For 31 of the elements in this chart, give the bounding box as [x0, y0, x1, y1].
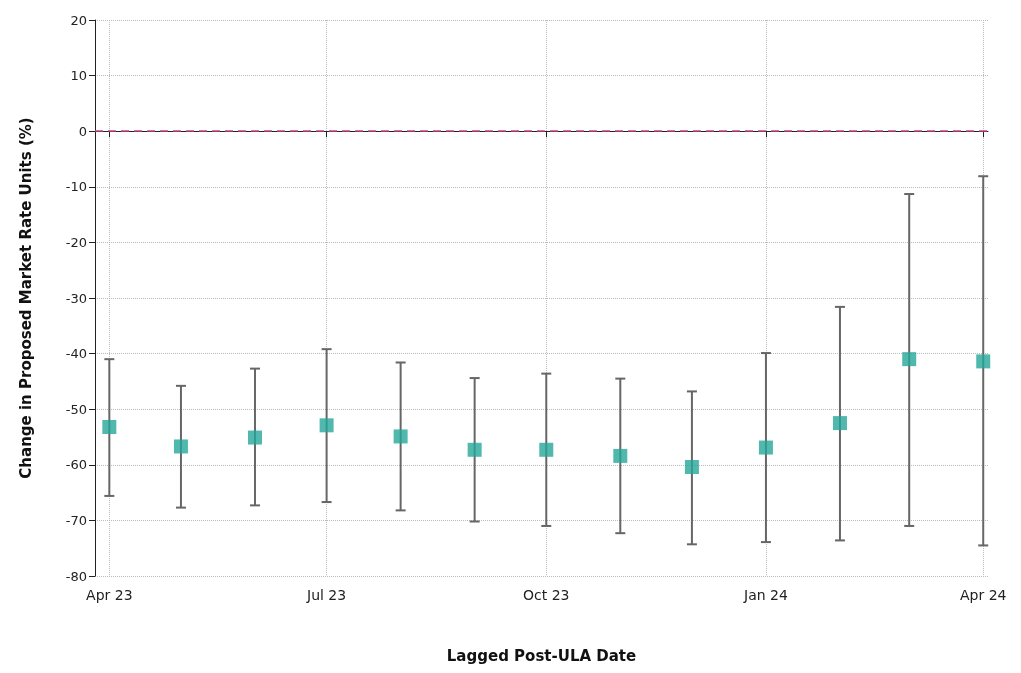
- y-tick-label: -20: [65, 234, 87, 250]
- y-tick-label: 20: [70, 12, 87, 28]
- point: [102, 419, 117, 434]
- x-axis-title: Lagged Post-ULA Date: [446, 646, 637, 665]
- x-tick-label: Jan 24: [743, 587, 788, 603]
- y-tick-label: -40: [65, 346, 87, 362]
- y-tick-label: -60: [65, 457, 87, 473]
- point: [758, 440, 773, 455]
- point: [976, 354, 991, 369]
- point: [832, 416, 847, 431]
- point: [539, 442, 554, 457]
- x-tick-label: Oct 23: [523, 587, 570, 603]
- point: [319, 418, 334, 433]
- x-tick-label: Jul 23: [306, 587, 347, 603]
- point: [902, 352, 917, 367]
- y-tick-label: -70: [65, 512, 87, 528]
- y-tick-label: -30: [65, 290, 87, 306]
- y-tick-label: -10: [65, 179, 87, 195]
- point: [173, 439, 188, 454]
- x-tick-label: Apr 23: [86, 587, 133, 603]
- y-tick-label: -50: [65, 401, 87, 417]
- y-axis-title: Change in Proposed Market Rate Units (%): [16, 117, 35, 479]
- y-tick-label: -80: [65, 568, 87, 584]
- y-tick-label: 10: [70, 68, 87, 84]
- point: [247, 430, 262, 445]
- x-tick-label: Apr 24: [959, 587, 1007, 603]
- point: [393, 429, 408, 444]
- point: [684, 460, 699, 475]
- point: [467, 442, 482, 457]
- y-tick-label: 0: [78, 123, 87, 139]
- point: [613, 448, 628, 463]
